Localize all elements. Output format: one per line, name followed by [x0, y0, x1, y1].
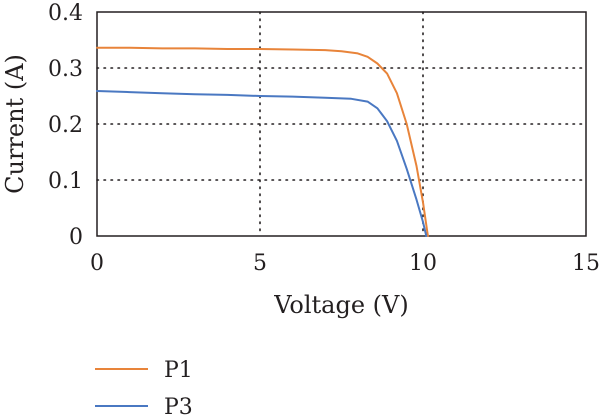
x-tick-label: 5: [253, 251, 267, 276]
series-layer: [96, 46, 429, 237]
y-tick-label: 0.2: [48, 113, 83, 138]
series-line-p3: [96, 90, 428, 237]
x-tick-label: 0: [90, 251, 104, 276]
legend-label-p3: P3: [164, 395, 193, 417]
y-tick-label: 0.3: [48, 57, 83, 82]
x-axis-title: Voltage (V): [273, 291, 408, 319]
plot-frame: [96, 11, 587, 237]
grid-lines: [96, 11, 587, 237]
y-tick-labels: 0 0.1 0.2 0.3 0.4: [48, 1, 83, 250]
series-line-p1: [96, 46, 429, 237]
x-tick-labels: 0 5 10 15: [90, 251, 600, 276]
legend: P1 P3: [95, 358, 193, 417]
legend-label-p1: P1: [164, 358, 193, 383]
x-tick-label: 15: [572, 251, 600, 276]
y-axis-title: Current (A): [1, 54, 29, 194]
y-tick-label: 0: [69, 225, 83, 250]
y-tick-label: 0.1: [48, 169, 83, 194]
y-tick-label: 0.4: [48, 1, 83, 26]
x-tick-label: 10: [409, 251, 437, 276]
